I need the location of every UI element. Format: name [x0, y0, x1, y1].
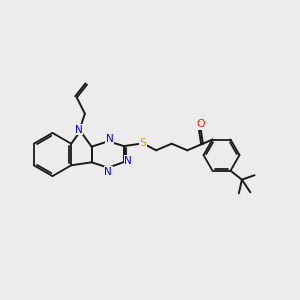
Text: O: O: [196, 119, 205, 130]
Text: N: N: [104, 167, 112, 177]
Text: N: N: [124, 156, 132, 166]
Text: S: S: [140, 138, 146, 148]
Text: N: N: [106, 134, 113, 144]
Text: N: N: [75, 124, 83, 135]
